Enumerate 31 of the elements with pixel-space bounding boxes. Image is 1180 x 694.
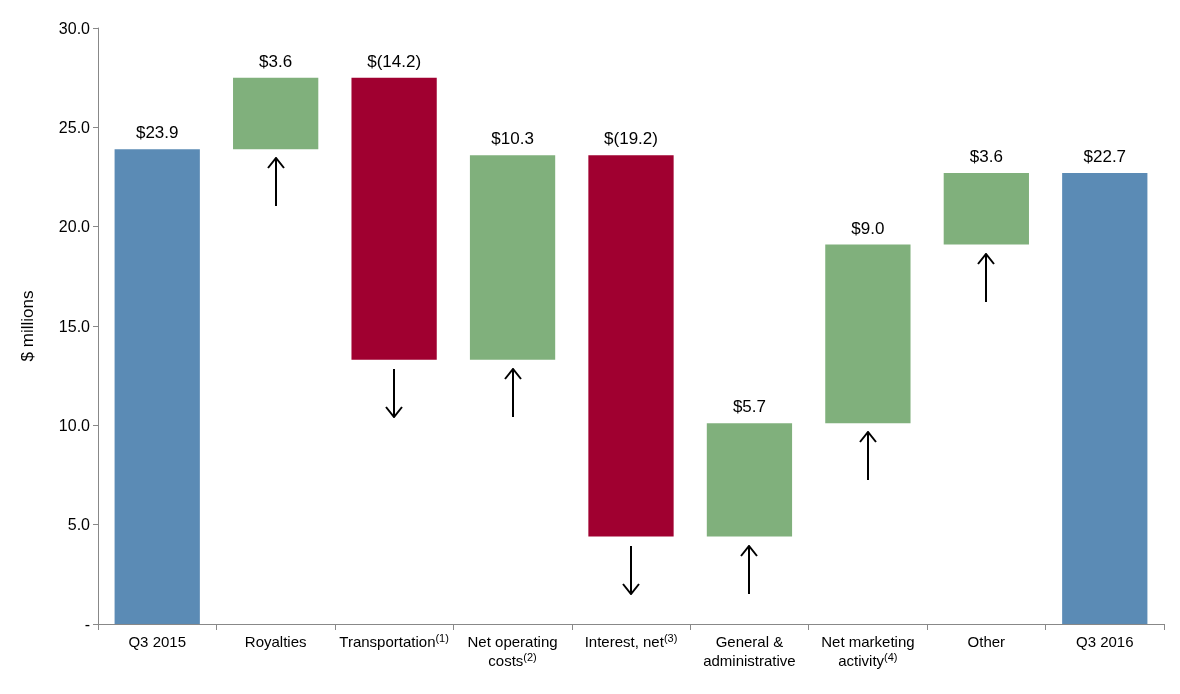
data-label: $23.9 (135, 123, 179, 143)
data-label: $(14.2) (367, 51, 422, 71)
data-label: $22.7 (1083, 147, 1127, 167)
x-tick-label: Q3 2015 (128, 633, 186, 650)
data-label: $10.3 (491, 129, 534, 149)
x-tick-label: Royalties (244, 633, 307, 650)
bar (114, 149, 200, 624)
x-tick-label: Q3 2016 (1076, 633, 1134, 650)
bar (1062, 173, 1148, 624)
y-tick-label: 5.0 (67, 516, 91, 534)
data-label: $5.7 (732, 397, 766, 417)
data-label: $3.6 (259, 51, 293, 71)
y-tick-label: 15.0 (58, 317, 91, 335)
data-label: $3.6 (969, 147, 1003, 167)
y-tick-label: 10.0 (58, 416, 91, 434)
data-label: $(19.2) (604, 129, 658, 149)
x-tick-label: General & administrative (703, 633, 796, 669)
data-label: $9.0 (851, 218, 885, 238)
bar (825, 244, 911, 424)
y-axis-title: $ millions (18, 290, 37, 362)
bar (233, 77, 319, 150)
bar (706, 423, 793, 537)
x-tick-label: Other (967, 633, 1006, 650)
bar (351, 77, 437, 360)
bar (943, 173, 1029, 245)
y-tick-label: 20.0 (58, 218, 91, 236)
bar (469, 155, 556, 360)
y-tick-label: - (84, 615, 90, 633)
y-tick-label: 25.0 (58, 118, 91, 136)
bar (588, 155, 674, 537)
y-tick-label: 30.0 (58, 19, 91, 37)
